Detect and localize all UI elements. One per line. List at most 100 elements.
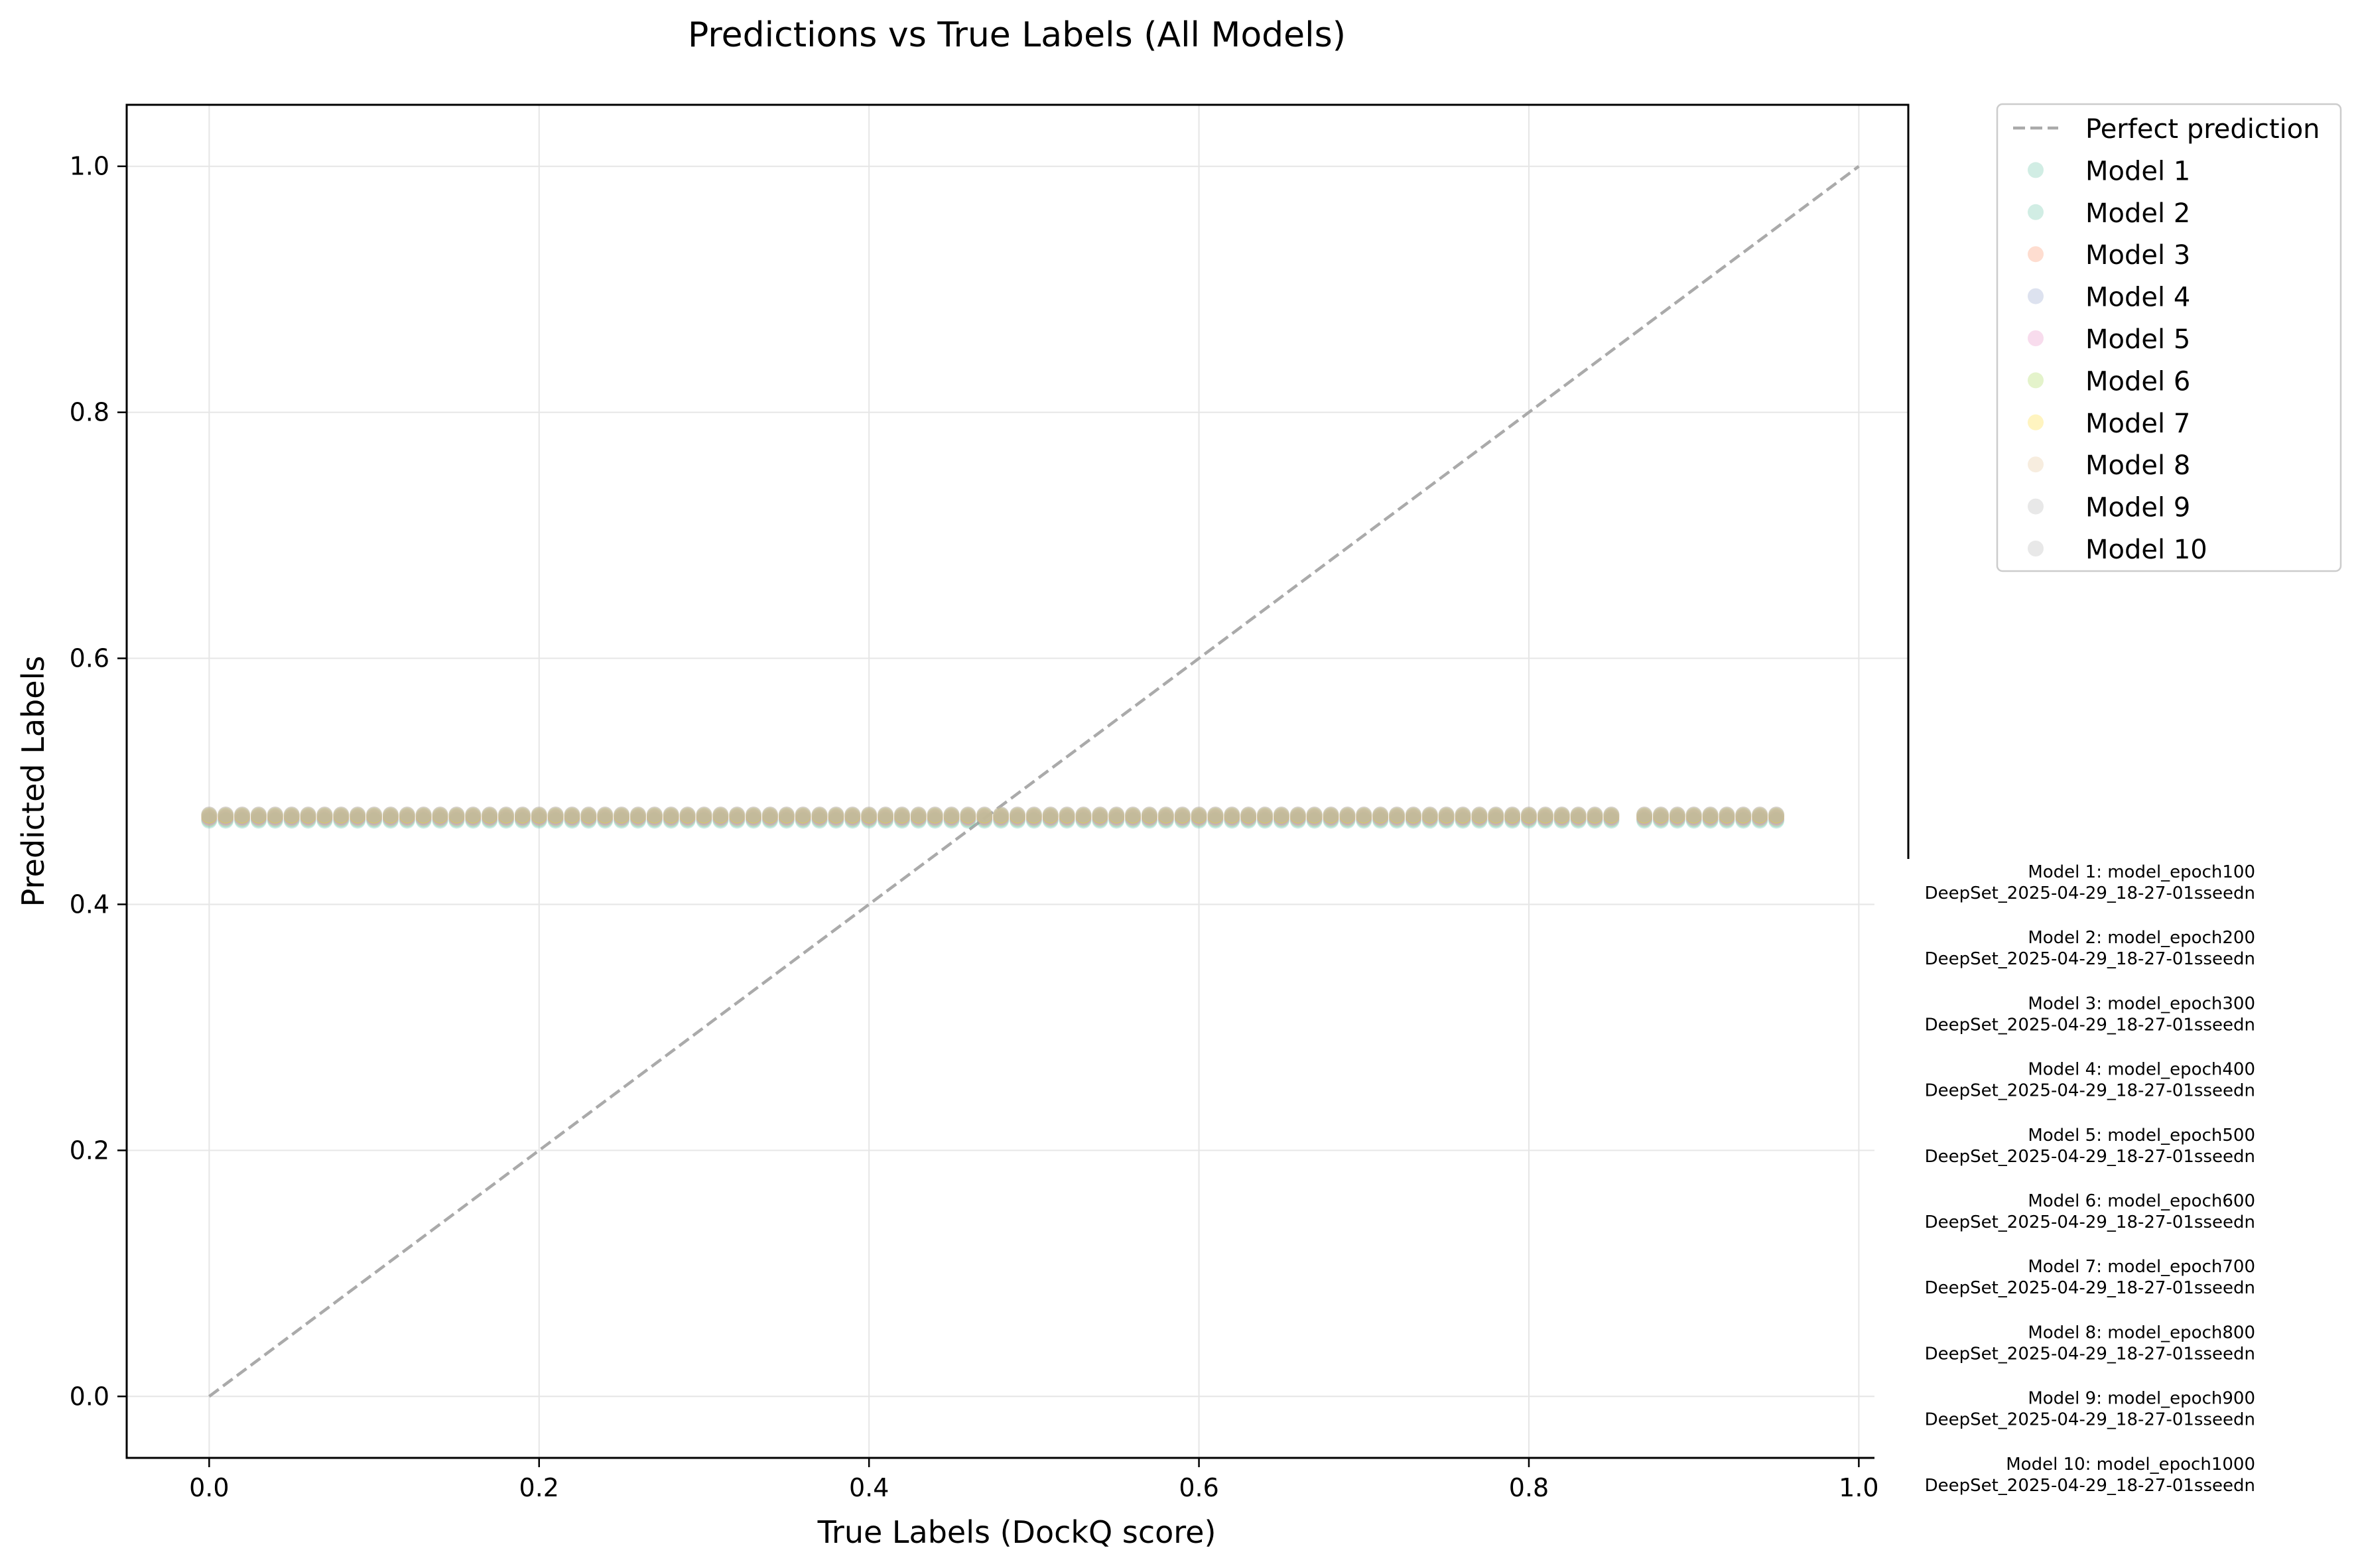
data-point [300,807,316,824]
data-point [1636,807,1653,823]
data-point [1108,807,1125,823]
data-point [1504,807,1521,823]
data-point [1768,809,1785,825]
data-point [1488,807,1504,824]
data-point [1356,809,1372,825]
data-point [878,809,894,825]
data-point [1042,811,1059,828]
data-point [399,807,415,824]
data-point [1257,807,1274,824]
legend-label: Model 5 [2085,324,2190,355]
data-point [746,807,762,823]
data-point [629,811,646,828]
data-point [316,807,333,824]
data-point [696,809,712,825]
data-point [1025,807,1042,823]
data-point [1108,807,1125,824]
series-model-10 [201,807,1785,823]
data-point [1471,807,1488,823]
data-point [746,809,762,825]
data-point [399,811,415,828]
data-point [993,810,1010,826]
data-point [1652,809,1669,825]
data-point [910,811,927,828]
data-point [382,810,399,826]
data-point [1389,811,1406,828]
data-point [1405,807,1421,824]
data-point [1356,807,1372,823]
data-point [1570,809,1587,825]
data-point [333,809,350,825]
data-point [1636,807,1653,824]
data-point [679,807,696,823]
data-point [399,807,415,823]
data-point [465,811,482,828]
data-point [811,811,828,828]
data-point [432,813,448,829]
data-point [1702,811,1719,828]
data-point [415,807,432,823]
data-point [629,807,646,823]
data-point [1240,807,1257,824]
data-point [1157,807,1174,824]
data-point [1075,810,1092,826]
data-point [564,813,580,829]
data-point [1504,809,1521,825]
data-point [531,810,547,826]
data-point [432,807,448,824]
data-point [432,809,448,825]
data-point [614,811,630,828]
data-point [663,807,679,824]
data-point [1306,807,1323,824]
data-point [828,809,844,825]
data-point [498,807,515,824]
data-point [1059,807,1075,824]
data-point [1257,807,1274,823]
data-point [811,809,828,825]
data-point [993,807,1010,823]
data-point [1042,813,1059,829]
data-point [1025,809,1042,825]
data-point [1520,809,1537,825]
data-point [1455,807,1471,823]
data-point [1108,811,1125,828]
data-point [828,810,844,826]
data-point [300,813,316,829]
data-point [1685,807,1702,823]
data-point [1488,807,1504,823]
data-point [1174,809,1191,825]
data-point [382,807,399,824]
data-point [960,807,976,824]
data-point [597,810,614,826]
data-point [267,807,283,823]
data-point [234,807,251,823]
data-point [250,809,267,825]
data-point [1191,807,1207,823]
data-point [629,809,646,825]
legend: Perfect prediction Model 1 Model 2 Model 3 M… [1996,103,2342,572]
data-point [927,809,943,825]
data-point [283,813,300,829]
data-point [878,807,894,823]
data-point [1603,807,1620,823]
x-tick-label: 0.4 [849,1473,889,1502]
data-point [778,807,795,823]
data-point [531,807,547,824]
data-point [696,807,712,823]
data-point [1059,809,1075,825]
data-point [316,810,333,826]
data-point [1289,807,1306,824]
data-point [1669,807,1685,823]
data-point [811,807,828,823]
data-point [1702,807,1719,823]
data-point [250,811,267,828]
data-point [861,809,878,825]
data-point [1488,807,1504,824]
data-point [1537,810,1553,826]
data-point [646,810,663,826]
data-point [531,807,547,823]
data-point [350,807,366,823]
data-point [514,813,531,829]
data-point [1652,807,1669,824]
data-point [614,810,630,826]
